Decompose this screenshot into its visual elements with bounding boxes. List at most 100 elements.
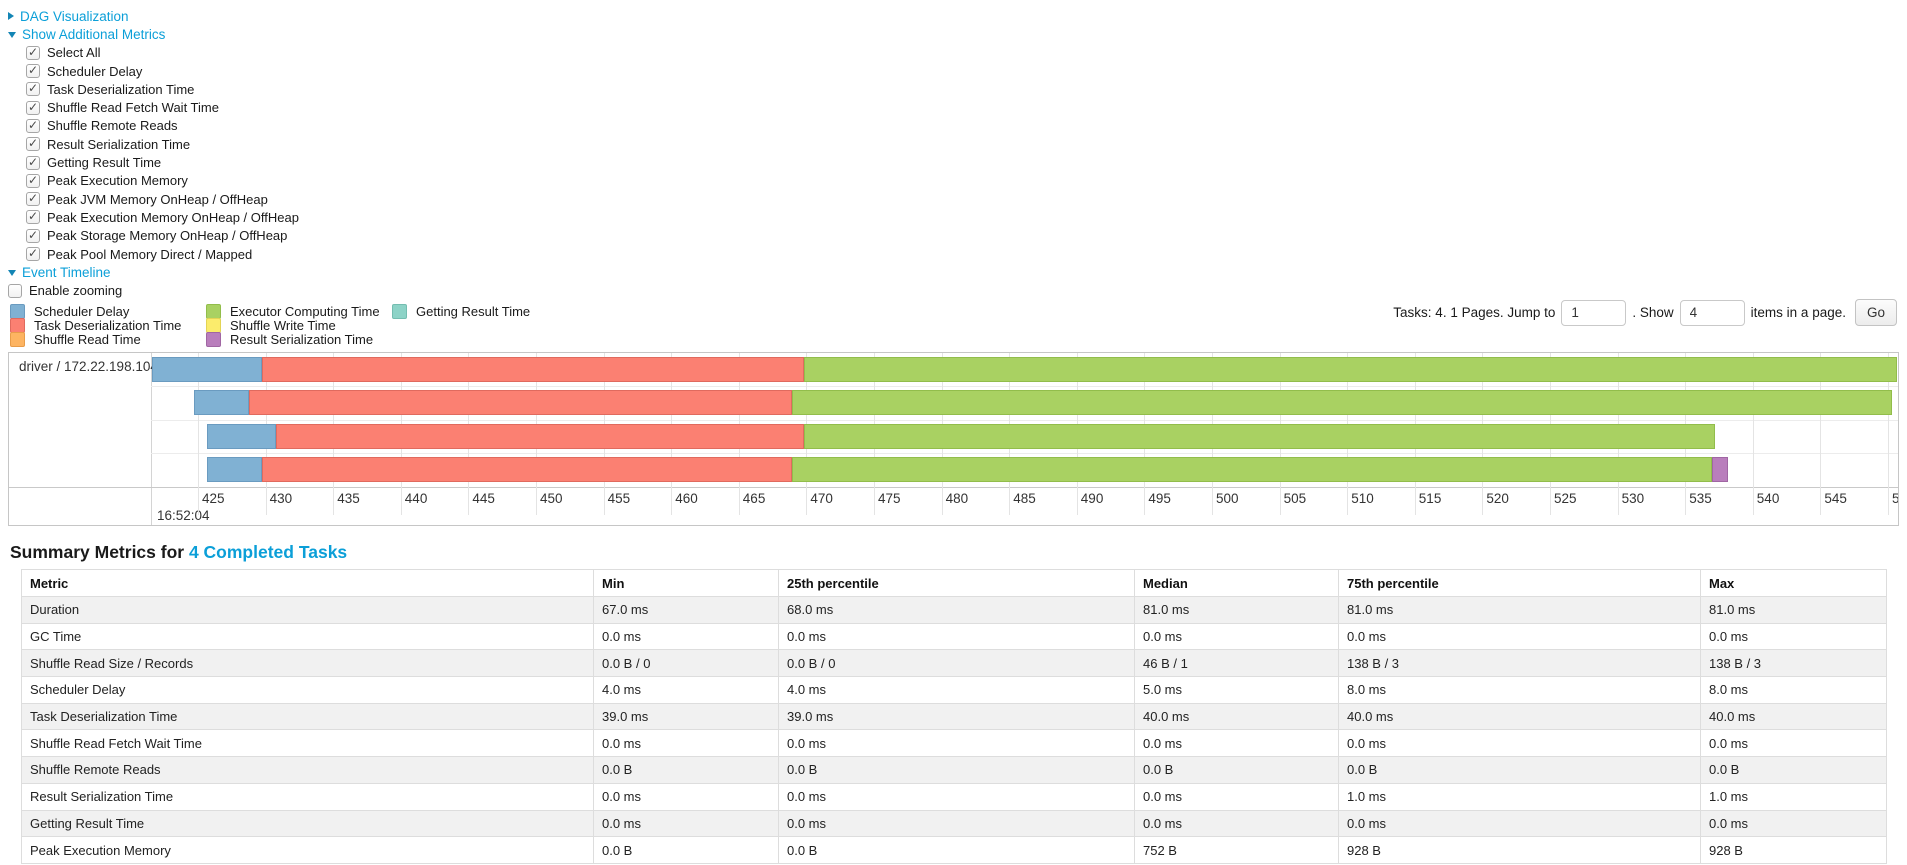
- table-row: Shuffle Read Fetch Wait Time 0.0 ms 0.0 ms…: [21, 729, 1887, 758]
- axis-tick-label: 505: [1283, 491, 1307, 506]
- executor-computing-segment[interactable]: [791, 457, 1713, 483]
- metrics-checkbox-list: Select All Scheduler Delay Task Deserializ…: [8, 44, 299, 264]
- metric-checkbox-row[interactable]: Peak Execution Memory OnHeap / OffHeap: [8, 208, 299, 226]
- metric-value-cell: 752 B: [1134, 836, 1339, 864]
- table-row: Duration 67.0 ms 68.0 ms 81.0 ms 81.0 ms 81.0…: [21, 596, 1887, 624]
- metric-checkbox[interactable]: [26, 191, 40, 207]
- metric-value-cell: 0.0 B: [1700, 756, 1887, 784]
- task-bar-3[interactable]: [9, 457, 1898, 483]
- metric-value-cell: 81.0 ms: [1700, 596, 1887, 624]
- metric-name-cell: Shuffle Remote Reads: [21, 756, 594, 784]
- metric-checkbox[interactable]: [26, 63, 40, 79]
- metric-checkbox[interactable]: [26, 173, 40, 188]
- scheduler-delay-segment[interactable]: [207, 423, 277, 449]
- pagination-text: items in a page.: [1750, 305, 1846, 320]
- scheduler-delay-segment[interactable]: [152, 357, 262, 382]
- axis-tick-label: 445: [472, 491, 495, 506]
- table-row: Scheduler Delay 4.0 ms 4.0 ms 5.0 ms 8.0 ms 8…: [21, 676, 1887, 704]
- metric-checkbox[interactable]: [26, 45, 40, 60]
- show-additional-metrics-link[interactable]: Show Additional Metrics: [22, 26, 166, 42]
- shuffle-read-swatch-icon: [10, 331, 25, 347]
- task-deserialization-segment[interactable]: [249, 390, 792, 416]
- metric-checkbox-row[interactable]: Peak Execution Memory: [8, 172, 299, 190]
- metric-checkbox[interactable]: [26, 155, 40, 170]
- metric-value-cell: 39.0 ms: [593, 702, 779, 731]
- metric-checkbox-row[interactable]: Task Deserialization Time: [8, 80, 299, 98]
- metric-checkbox-row[interactable]: Scheduler Delay: [8, 62, 299, 80]
- metric-checkbox-row[interactable]: Peak JVM Memory OnHeap / OffHeap: [8, 190, 299, 208]
- jump-to-page-input[interactable]: [1561, 299, 1627, 326]
- metric-value-cell: 0.0 B: [778, 836, 1135, 864]
- executor-group-label: driver / 172.22.198.104: [19, 359, 158, 374]
- axis-tick-label: 480: [945, 491, 969, 506]
- executor-computing-segment[interactable]: [791, 390, 1893, 416]
- task-deserialization-segment[interactable]: [261, 357, 804, 382]
- result-serialization-segment[interactable]: [1712, 457, 1729, 483]
- table-row: Task Deserialization Time 39.0 ms 39.0 ms 4…: [21, 702, 1887, 731]
- metric-value-cell: 138 B / 3: [1338, 649, 1701, 678]
- legend-label: Result Serialization Time: [230, 331, 374, 347]
- executor-computing-segment[interactable]: [803, 423, 1715, 449]
- metric-value-cell: 138 B / 3: [1700, 649, 1887, 678]
- result-serialization-swatch-icon: [206, 331, 221, 347]
- task-deserialization-segment[interactable]: [276, 423, 804, 449]
- metric-checkbox-row[interactable]: Shuffle Remote Reads: [8, 117, 299, 135]
- show-additional-metrics-toggle[interactable]: Show Additional Metrics: [8, 25, 299, 43]
- table-row: Result Serialization Time 0.0 ms 0.0 ms 0.0…: [21, 782, 1887, 811]
- metrics-toggle-section: DAG Visualization Show Additional Metric…: [8, 7, 299, 300]
- metric-checkbox-label: Result Serialization Time: [47, 136, 191, 152]
- metric-value-cell: 8.0 ms: [1700, 676, 1887, 704]
- dag-visualization-toggle[interactable]: DAG Visualization: [8, 7, 299, 25]
- metric-checkbox-row[interactable]: Getting Result Time: [8, 153, 299, 171]
- metric-value-cell: 81.0 ms: [1338, 596, 1701, 624]
- legend-item: Shuffle Read Time: [10, 331, 206, 347]
- legend-item: Executor Computing Time: [206, 303, 392, 319]
- event-timeline-toggle[interactable]: Event Timeline: [8, 263, 299, 281]
- metric-checkbox-row[interactable]: Select All: [8, 44, 299, 62]
- completed-tasks-link[interactable]: 4 Completed Tasks: [188, 542, 348, 562]
- metric-checkbox-label: Peak Storage Memory OnHeap / OffHeap: [47, 228, 288, 244]
- metric-value-cell: 928 B: [1700, 836, 1887, 864]
- metric-checkbox[interactable]: [26, 118, 40, 133]
- enable-zooming-checkbox[interactable]: [8, 283, 22, 298]
- metric-checkbox[interactable]: [26, 136, 40, 152]
- metric-checkbox[interactable]: [26, 100, 40, 115]
- task-bar-2[interactable]: [9, 423, 1898, 449]
- scheduler-delay-segment[interactable]: [193, 390, 250, 416]
- executor-computing-segment[interactable]: [803, 357, 1897, 382]
- items-per-page-input[interactable]: [1679, 299, 1745, 326]
- axis-gridline: [198, 353, 199, 515]
- table-header-row: Metric Min 25th percentile Median 75th perce…: [21, 569, 1887, 597]
- metric-checkbox[interactable]: [26, 246, 40, 261]
- enable-zooming-row[interactable]: Enable zooming: [8, 281, 299, 299]
- metric-name-cell: Scheduler Delay: [21, 676, 594, 704]
- column-header: Max: [1700, 569, 1887, 597]
- axis-tick-label: 500: [1216, 491, 1239, 506]
- axis-tick-label: 540: [1756, 491, 1780, 506]
- task-bar-0[interactable]: [9, 357, 1898, 382]
- go-button[interactable]: Go: [1854, 299, 1897, 326]
- task-bar-1[interactable]: [9, 390, 1898, 416]
- metric-checkbox-row[interactable]: Result Serialization Time: [8, 135, 299, 153]
- metric-checkbox-row[interactable]: Shuffle Read Fetch Wait Time: [8, 98, 299, 116]
- event-timeline-link[interactable]: Event Timeline: [22, 264, 111, 280]
- metric-name-cell: Peak Execution Memory: [21, 836, 594, 864]
- metric-checkbox-row[interactable]: Peak Pool Memory Direct / Mapped: [8, 245, 299, 263]
- row-separator: [151, 386, 1898, 388]
- task-pagination: Tasks: 4. 1 Pages. Jump to . Show items …: [1393, 299, 1897, 326]
- metric-checkbox[interactable]: [26, 81, 40, 97]
- metric-checkbox-row[interactable]: Peak Storage Memory OnHeap / OffHeap: [8, 227, 299, 245]
- scheduler-delay-segment[interactable]: [207, 457, 262, 483]
- dag-visualization-link[interactable]: DAG Visualization: [20, 8, 129, 24]
- metric-checkbox[interactable]: [26, 209, 40, 225]
- axis-tick-label: 470: [810, 491, 833, 506]
- legend-label: Shuffle Read Time: [34, 331, 141, 347]
- metric-checkbox-label: Scheduler Delay: [47, 63, 143, 79]
- task-deserialization-segment[interactable]: [261, 457, 792, 483]
- metric-checkbox[interactable]: [26, 228, 40, 243]
- metric-checkbox-label: Peak Execution Memory: [47, 173, 188, 189]
- metric-name-cell: Shuffle Read Size / Records: [21, 649, 594, 678]
- collapsed-arrow-icon: [8, 12, 14, 21]
- metric-value-cell: 0.0 ms: [778, 809, 1135, 838]
- metric-value-cell: 40.0 ms: [1134, 702, 1339, 731]
